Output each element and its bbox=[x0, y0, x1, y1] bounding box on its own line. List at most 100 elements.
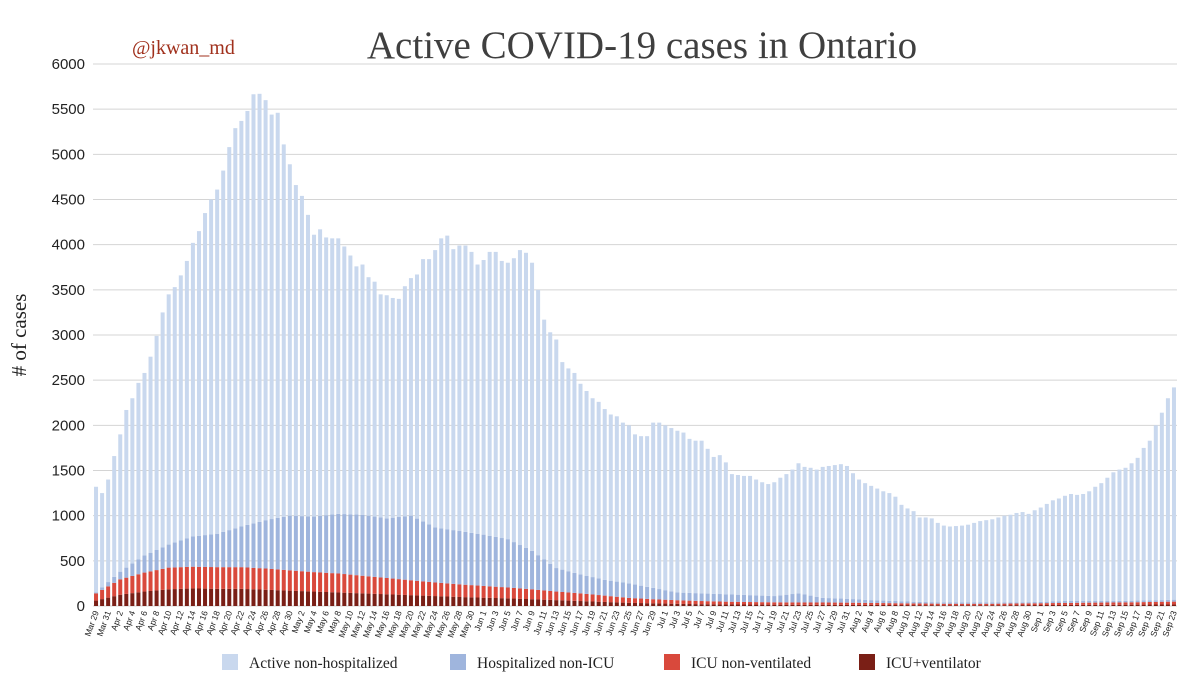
bar-icu-nonventilated bbox=[293, 570, 298, 591]
bar-icu-ventilator bbox=[511, 598, 516, 606]
bar-active-non-hospitalized bbox=[941, 525, 946, 603]
bar-icu-nonventilated bbox=[687, 600, 692, 605]
bar-hospitalized-non-icu bbox=[172, 542, 177, 568]
bar-icu-nonventilated bbox=[693, 600, 698, 605]
y-tick-label: 0 bbox=[77, 598, 85, 615]
bar-active-non-hospitalized bbox=[1093, 486, 1098, 602]
bar-active-non-hospitalized bbox=[760, 482, 765, 596]
bar-icu-ventilator bbox=[1069, 604, 1074, 606]
bar-icu-ventilator bbox=[396, 594, 401, 606]
bar-icu-nonventilated bbox=[227, 567, 232, 589]
bar-icu-ventilator bbox=[857, 604, 862, 606]
bar-icu-nonventilated bbox=[275, 569, 280, 591]
bar-active-non-hospitalized bbox=[1008, 514, 1013, 603]
bar-hospitalized-non-icu bbox=[1093, 601, 1098, 603]
bar-hospitalized-non-icu bbox=[796, 593, 801, 603]
bar-icu-ventilator bbox=[445, 596, 450, 606]
bar-icu-nonventilated bbox=[960, 603, 965, 606]
bar-hospitalized-non-icu bbox=[972, 602, 977, 604]
bar-icu-nonventilated bbox=[172, 567, 177, 590]
bar-icu-nonventilated bbox=[675, 600, 680, 604]
bar-icu-nonventilated bbox=[130, 575, 135, 594]
bar-active-non-hospitalized bbox=[293, 185, 298, 516]
bar-active-non-hospitalized bbox=[245, 110, 250, 525]
bar-icu-ventilator bbox=[620, 602, 625, 606]
bar-icu-ventilator bbox=[281, 590, 286, 606]
bar-icu-ventilator bbox=[717, 604, 722, 606]
legend-label: Active non-hospitalized bbox=[249, 655, 398, 672]
bar-icu-nonventilated bbox=[511, 587, 516, 599]
bar-icu-nonventilated bbox=[608, 596, 613, 603]
bar-icu-nonventilated bbox=[414, 580, 419, 596]
bar-active-non-hospitalized bbox=[790, 469, 795, 595]
bar-icu-ventilator bbox=[984, 605, 989, 606]
bar-hospitalized-non-icu bbox=[1159, 600, 1164, 602]
bar-hospitalized-non-icu bbox=[124, 567, 129, 578]
bar-hospitalized-non-icu bbox=[463, 531, 468, 585]
bar-icu-nonventilated bbox=[378, 577, 383, 595]
bar-icu-nonventilated bbox=[463, 584, 468, 598]
bar-active-non-hospitalized bbox=[766, 484, 771, 596]
bar-icu-ventilator bbox=[312, 591, 317, 606]
bar-active-non-hospitalized bbox=[390, 297, 395, 518]
bar-active-non-hospitalized bbox=[384, 295, 389, 519]
bar-icu-ventilator bbox=[251, 589, 256, 606]
legend-swatch bbox=[664, 654, 680, 670]
bar-hospitalized-non-icu bbox=[439, 528, 444, 583]
bar-icu-nonventilated bbox=[1159, 601, 1164, 605]
y-tick-label: 5000 bbox=[52, 146, 85, 163]
bar-icu-ventilator bbox=[178, 588, 183, 606]
bar-active-non-hospitalized bbox=[675, 430, 680, 593]
bar-icu-nonventilated bbox=[978, 603, 983, 606]
bar-hospitalized-non-icu bbox=[190, 536, 195, 567]
bar-icu-nonventilated bbox=[772, 602, 777, 605]
bar-active-non-hospitalized bbox=[796, 463, 801, 594]
bar-icu-nonventilated bbox=[402, 579, 407, 595]
bar-icu-nonventilated bbox=[324, 572, 329, 592]
bar-hospitalized-non-icu bbox=[584, 575, 589, 594]
bar-active-non-hospitalized bbox=[1026, 513, 1031, 603]
bar-hospitalized-non-icu bbox=[990, 602, 995, 604]
bar-icu-nonventilated bbox=[348, 574, 353, 593]
bar-hospitalized-non-icu bbox=[324, 515, 329, 573]
bar-hospitalized-non-icu bbox=[596, 578, 601, 596]
y-axis-ticks: 0 500 1000 1500 2000 2500 3000 3500 4000 4500 5000… bbox=[52, 56, 85, 615]
legend-label: Hospitalized non-ICU bbox=[477, 655, 614, 672]
bar-active-non-hospitalized bbox=[645, 436, 650, 587]
bar-hospitalized-non-icu bbox=[505, 539, 510, 588]
bar-icu-ventilator bbox=[1020, 605, 1025, 606]
bar-icu-ventilator bbox=[469, 597, 474, 606]
bar-icu-ventilator bbox=[699, 604, 704, 606]
bar-icu-nonventilated bbox=[1147, 601, 1152, 605]
bar-icu-nonventilated bbox=[233, 567, 238, 589]
bar-icu-nonventilated bbox=[190, 566, 195, 589]
bar-icu-ventilator bbox=[554, 600, 559, 606]
bar-hospitalized-non-icu bbox=[881, 600, 886, 604]
bar-icu-nonventilated bbox=[154, 570, 159, 591]
bar-icu-ventilator bbox=[493, 598, 498, 606]
bar-active-non-hospitalized bbox=[421, 259, 426, 522]
bar-icu-nonventilated bbox=[566, 592, 571, 601]
bar-icu-ventilator bbox=[590, 601, 595, 606]
bar-active-non-hospitalized bbox=[1165, 398, 1170, 600]
bar-hospitalized-non-icu bbox=[851, 599, 856, 603]
bar-active-non-hospitalized bbox=[851, 473, 856, 600]
bar-hospitalized-non-icu bbox=[820, 597, 825, 603]
bar-icu-nonventilated bbox=[136, 574, 141, 593]
bar-icu-nonventilated bbox=[832, 602, 837, 605]
bar-icu-ventilator bbox=[542, 599, 547, 606]
bar-active-non-hospitalized bbox=[184, 260, 189, 539]
bar-icu-nonventilated bbox=[748, 602, 753, 605]
bar-active-non-hospitalized bbox=[596, 401, 601, 579]
bar-hospitalized-non-icu bbox=[384, 518, 389, 578]
bar-active-non-hospitalized bbox=[469, 251, 474, 533]
bar-active-non-hospitalized bbox=[990, 519, 995, 603]
bar-icu-nonventilated bbox=[100, 589, 105, 600]
bar-icu-nonventilated bbox=[312, 572, 317, 592]
bar-active-non-hospitalized bbox=[657, 422, 662, 590]
bar-hospitalized-non-icu bbox=[245, 524, 250, 568]
bar-icu-ventilator bbox=[227, 588, 232, 606]
bar-hospitalized-non-icu bbox=[608, 580, 613, 597]
bar-active-non-hospitalized bbox=[354, 266, 359, 515]
